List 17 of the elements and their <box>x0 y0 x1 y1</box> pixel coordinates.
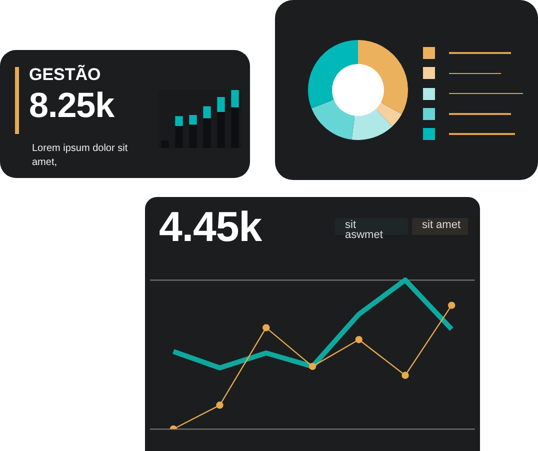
chart-title: 4.45k <box>159 203 262 251</box>
text: sit amet <box>422 219 462 231</box>
chart-title: GESTÃO <box>29 65 101 85</box>
text: sit aswmet <box>345 219 384 241</box>
point <box>308 362 316 370</box>
bar <box>217 96 225 112</box>
bar <box>203 106 211 118</box>
bar <box>189 114 197 125</box>
point <box>355 336 362 344</box>
point <box>448 302 456 309</box>
bar <box>231 90 239 108</box>
chart-subtitle: 8.25k <box>29 86 114 126</box>
text: Lorem ipsum dolor sit amet, <box>32 142 129 170</box>
point <box>262 324 270 332</box>
point <box>216 402 224 409</box>
bar <box>175 116 183 126</box>
point <box>402 372 409 379</box>
